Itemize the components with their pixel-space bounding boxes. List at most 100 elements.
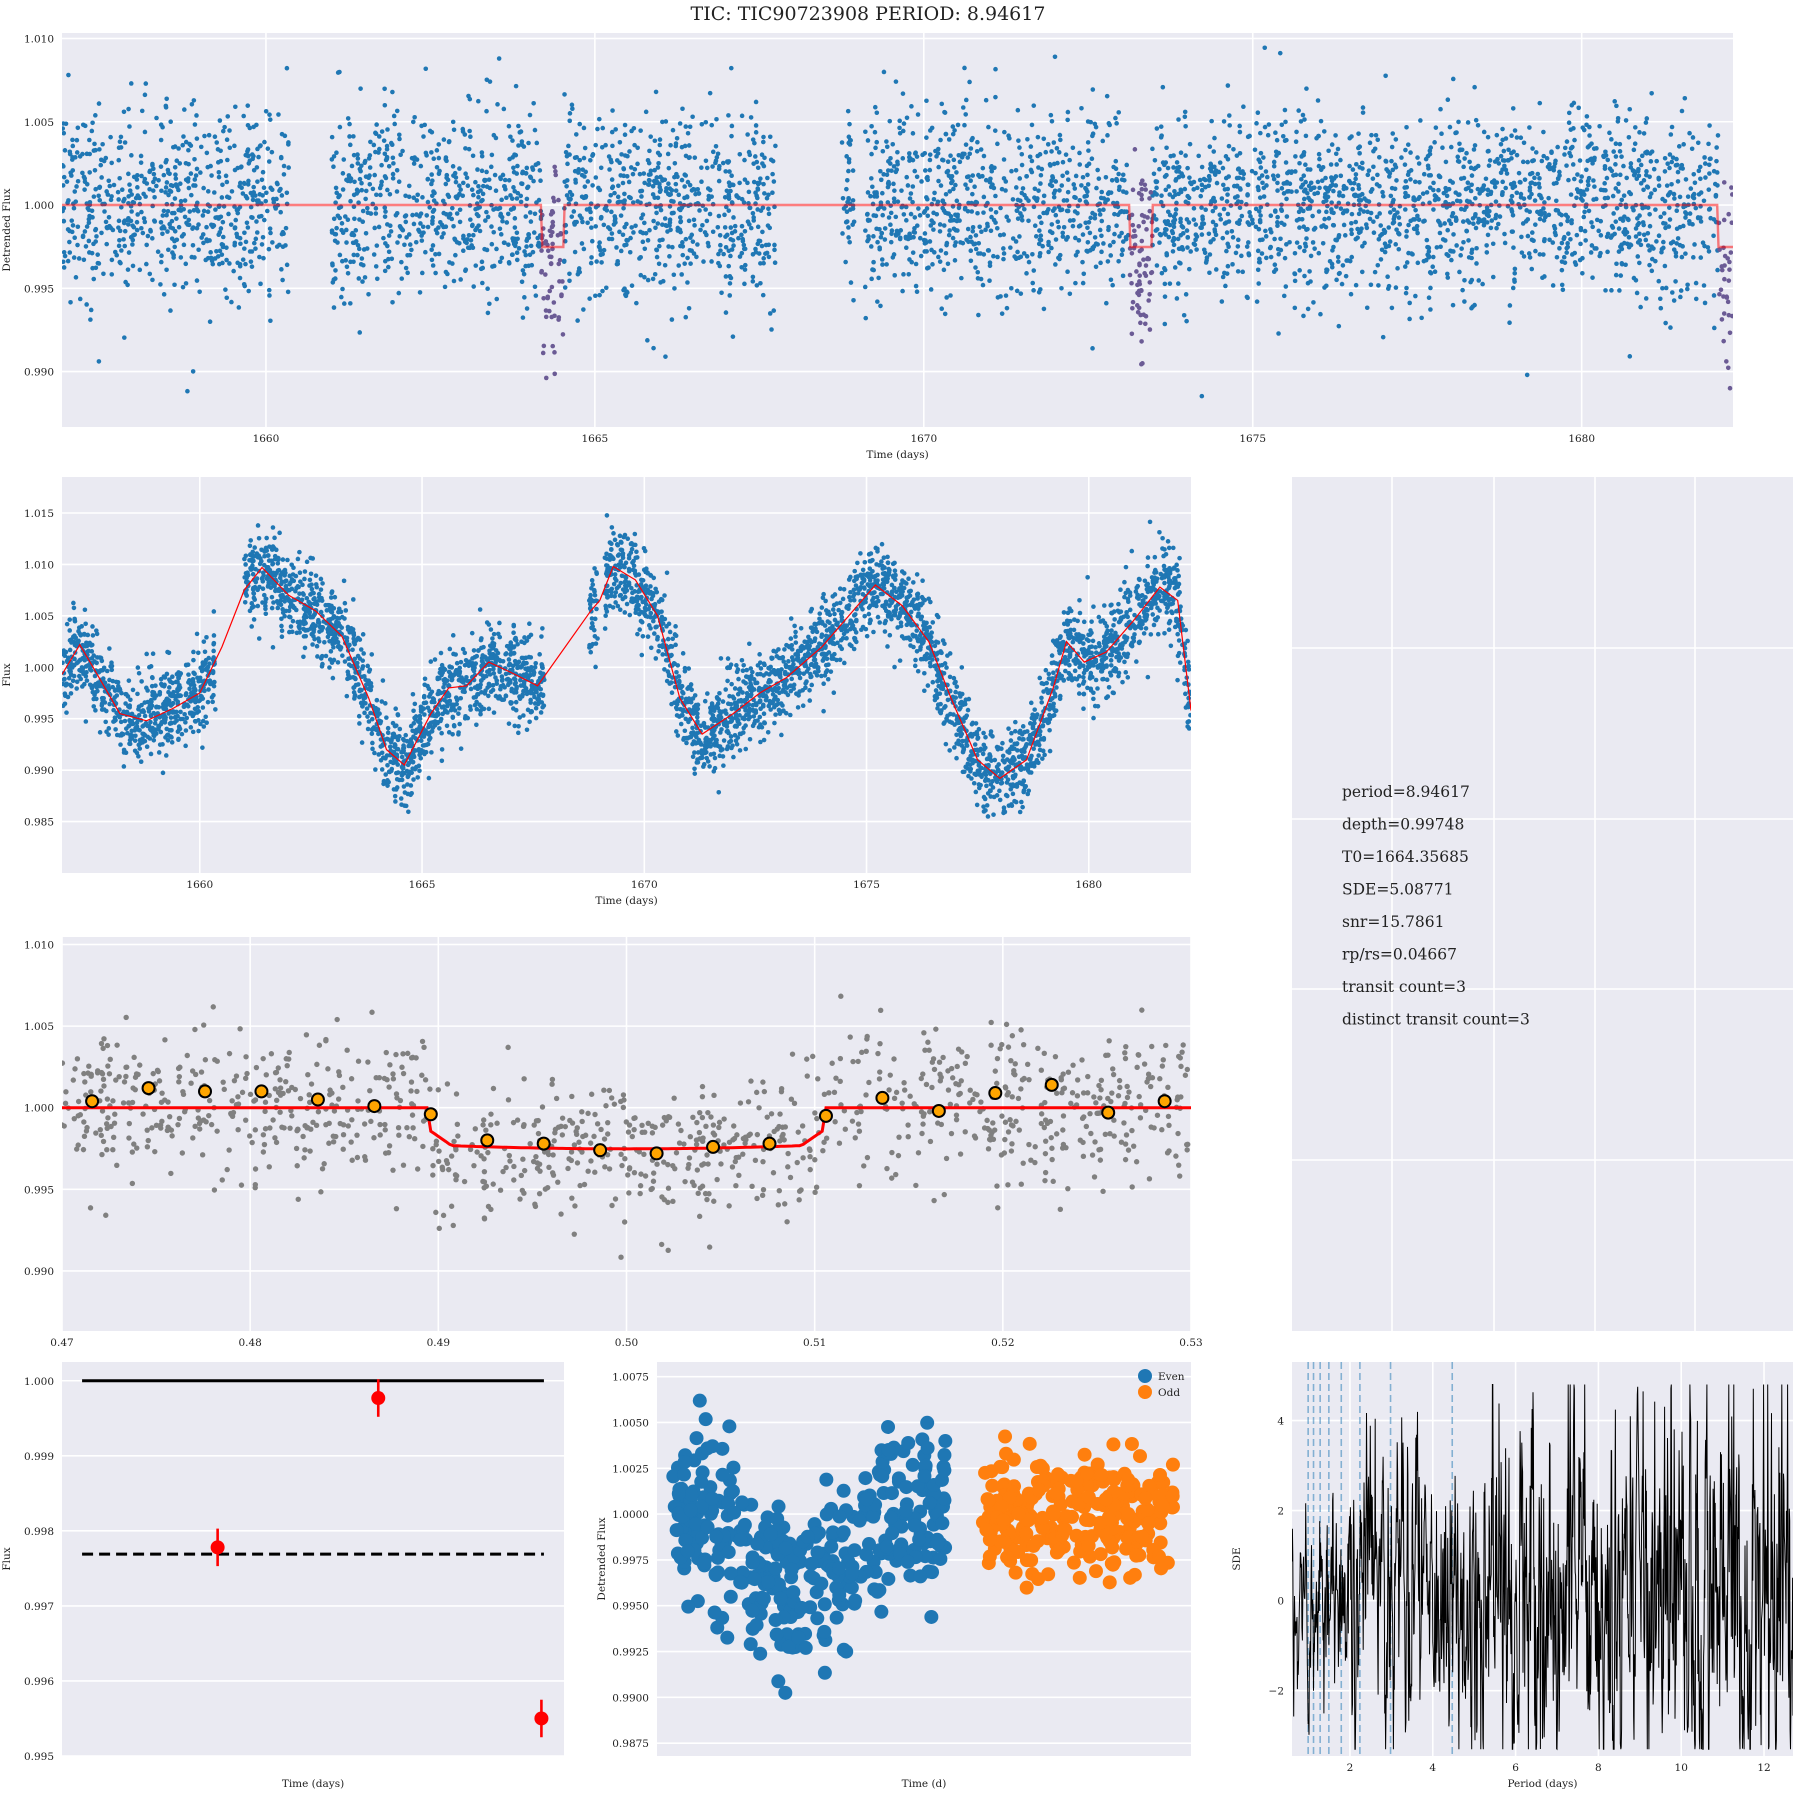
- flux-point: [182, 198, 188, 203]
- flux-point: [200, 213, 206, 218]
- flux-point: [1210, 219, 1216, 225]
- flux-point: [739, 113, 745, 119]
- flux-point: [755, 241, 761, 247]
- flux-point: [1578, 178, 1584, 184]
- flux-point: [766, 211, 772, 217]
- flux-point: [264, 190, 269, 196]
- flux-point: [1521, 196, 1527, 201]
- flux-point: [147, 169, 152, 175]
- flux-point: [1226, 143, 1232, 149]
- flux-point: [679, 177, 685, 183]
- flux-point: [658, 187, 663, 193]
- flux-point: [1323, 185, 1328, 190]
- flux-point: [497, 259, 503, 265]
- flux-point: [1457, 269, 1462, 275]
- flux-point: [1393, 285, 1399, 290]
- flux-point: [1537, 216, 1543, 222]
- flux-point: [115, 189, 121, 195]
- flux-point: [840, 195, 846, 201]
- flux-point: [246, 288, 252, 294]
- flux-point: [1527, 255, 1533, 260]
- flux-point: [217, 261, 222, 267]
- raw-flux-point: [183, 743, 188, 749]
- flux-point: [173, 176, 179, 181]
- flux-point: [468, 237, 474, 243]
- flux-point: [618, 248, 624, 254]
- flux-point: [476, 213, 481, 219]
- flux-point: [1279, 122, 1285, 128]
- flux-point: [1049, 245, 1054, 251]
- flux-point: [597, 187, 603, 193]
- flux-point: [1560, 287, 1566, 293]
- flux-point: [1373, 132, 1379, 138]
- flux-point: [1301, 196, 1307, 202]
- flux-point: [1706, 162, 1712, 168]
- flux-point: [387, 191, 393, 197]
- flux-point: [1065, 208, 1071, 214]
- flux-point: [1612, 231, 1617, 237]
- flux-point: [1166, 184, 1171, 189]
- flux-point: [931, 227, 936, 232]
- flux-point: [1026, 259, 1032, 265]
- flux-point: [1186, 220, 1192, 225]
- flux-point: [1418, 118, 1423, 123]
- flux-point: [670, 244, 675, 250]
- flux-point: [1537, 211, 1542, 217]
- flux-point: [516, 123, 521, 129]
- flux-point: [274, 180, 280, 186]
- flux-point: [1212, 135, 1217, 141]
- flux-point: [1276, 331, 1281, 336]
- flux-point: [1727, 259, 1732, 265]
- flux-point: [960, 240, 966, 246]
- flux-point: [1376, 236, 1382, 242]
- flux-point: [909, 259, 915, 265]
- flux-point: [1194, 247, 1199, 252]
- flux-point: [521, 144, 527, 149]
- flux-point: [1003, 293, 1009, 298]
- flux-point: [523, 171, 529, 176]
- flux-point: [1496, 161, 1502, 166]
- flux-point: [1618, 273, 1624, 278]
- flux-point: [240, 191, 246, 196]
- flux-point: [759, 243, 765, 249]
- x-tick-label: 1670: [910, 433, 937, 445]
- flux-point: [950, 235, 956, 241]
- flux-point: [532, 211, 538, 217]
- raw-flux-point: [72, 617, 77, 623]
- flux-point: [1147, 208, 1153, 214]
- flux-point: [581, 125, 587, 131]
- flux-point: [1706, 187, 1712, 192]
- flux-point: [869, 124, 874, 129]
- flux-point: [430, 215, 436, 220]
- flux-point: [512, 188, 518, 194]
- flux-point: [927, 152, 933, 157]
- flux-point: [1321, 223, 1326, 228]
- flux-point: [166, 192, 171, 198]
- raw-flux-point: [186, 672, 191, 677]
- flux-point: [1430, 254, 1436, 260]
- flux-point: [937, 222, 943, 227]
- flux-point: [1213, 267, 1219, 272]
- flux-point: [567, 197, 573, 202]
- flux-point: [1199, 182, 1205, 188]
- flux-point: [1114, 121, 1119, 126]
- flux-point: [914, 174, 920, 180]
- flux-point: [1053, 179, 1059, 184]
- flux-point: [863, 315, 869, 321]
- flux-point: [1484, 220, 1490, 225]
- flux-point: [609, 159, 614, 165]
- flux-point: [995, 141, 1000, 147]
- flux-point: [1301, 208, 1306, 214]
- flux-point: [1171, 220, 1177, 226]
- flux-point: [959, 275, 964, 281]
- flux-point: [1275, 246, 1281, 252]
- flux-point: [1283, 284, 1289, 289]
- flux-point: [1518, 191, 1524, 197]
- flux-point: [362, 158, 368, 164]
- flux-point: [187, 141, 192, 147]
- flux-point: [514, 196, 520, 201]
- flux-point: [1695, 140, 1701, 146]
- flux-point: [417, 290, 423, 295]
- flux-point: [628, 165, 634, 170]
- flux-point: [504, 220, 510, 225]
